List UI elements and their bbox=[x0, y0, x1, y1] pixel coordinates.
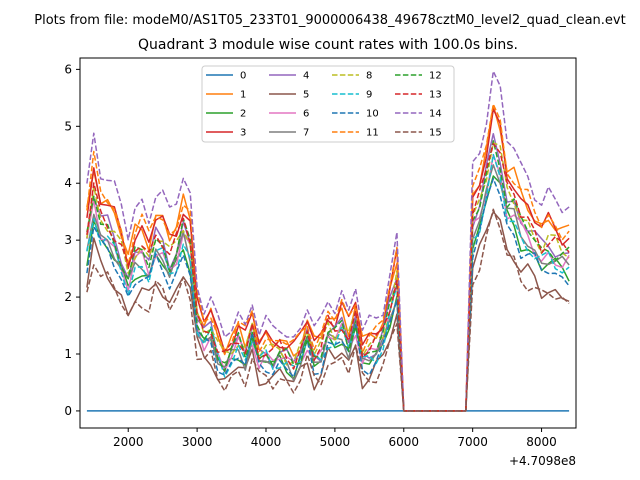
legend-box bbox=[201, 65, 455, 143]
legend-label-7: 7 bbox=[303, 128, 309, 139]
y-axis: 0 1 2 3 4 5 6 bbox=[64, 62, 80, 418]
series-line-11 bbox=[86, 103, 570, 412]
x-tick-label: 8000 bbox=[526, 435, 557, 449]
legend-label-0: 0 bbox=[240, 71, 246, 82]
x-offset-label: +4.7098e8 bbox=[509, 454, 576, 468]
legend-label-3: 3 bbox=[240, 128, 246, 139]
x-tick-label: 7000 bbox=[457, 435, 488, 449]
legend-label-6: 6 bbox=[303, 109, 309, 120]
y-tick-label: 1 bbox=[64, 347, 72, 361]
x-tick-label: 3000 bbox=[182, 435, 213, 449]
x-axis: 2000 3000 4000 5000 6000 7000 8000 bbox=[113, 428, 557, 449]
legend-label-2: 2 bbox=[240, 109, 246, 120]
legend-label-14: 14 bbox=[429, 109, 442, 120]
x-tick-label: 4000 bbox=[251, 435, 282, 449]
axes-frame bbox=[79, 57, 577, 429]
x-tick-label: 5000 bbox=[320, 435, 351, 449]
y-tick-label: 6 bbox=[64, 62, 72, 76]
series-line-12 bbox=[86, 140, 570, 412]
series-line-2 bbox=[86, 175, 570, 412]
series-line-13 bbox=[86, 143, 570, 412]
y-tick-label: 3 bbox=[64, 233, 72, 247]
y-tick-label: 4 bbox=[64, 176, 72, 190]
series-line-8 bbox=[86, 141, 570, 412]
series-line-3 bbox=[86, 108, 570, 412]
y-tick-label: 5 bbox=[64, 119, 72, 133]
legend-label-8: 8 bbox=[366, 71, 372, 82]
chart-title: Quadrant 3 module wise count rates with … bbox=[138, 37, 518, 53]
legend-label-1: 1 bbox=[240, 90, 246, 101]
legend-label-4: 4 bbox=[303, 71, 309, 82]
x-tick-label: 2000 bbox=[113, 435, 144, 449]
series-layer bbox=[86, 70, 570, 412]
series-line-10 bbox=[86, 177, 570, 412]
legend-label-5: 5 bbox=[303, 90, 309, 101]
series-line-7 bbox=[86, 164, 570, 412]
legend-label-10: 10 bbox=[366, 109, 379, 120]
x-tick-label: 6000 bbox=[389, 435, 420, 449]
legend-label-15: 15 bbox=[429, 128, 442, 139]
y-tick-label: 2 bbox=[64, 290, 72, 304]
series-line-14 bbox=[86, 70, 570, 412]
legend-label-11: 11 bbox=[366, 128, 379, 139]
legend-label-13: 13 bbox=[429, 90, 442, 101]
legend-label-12: 12 bbox=[429, 71, 442, 82]
figure-suptitle: Plots from file: modeM0/AS1T05_233T01_90… bbox=[34, 13, 625, 28]
y-tick-label: 0 bbox=[64, 404, 72, 418]
legend-label-9: 9 bbox=[366, 90, 372, 101]
series-line-15 bbox=[86, 208, 570, 412]
